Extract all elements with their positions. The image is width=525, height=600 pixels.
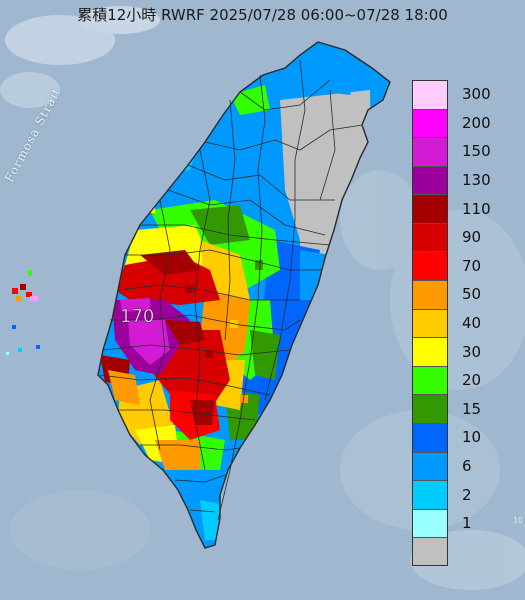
legend-label: 20: [462, 371, 482, 390]
legend-swatch: [412, 451, 448, 481]
legend-label: 300: [462, 85, 491, 104]
legend-label: 10: [462, 428, 482, 447]
legend-swatch: [412, 422, 448, 452]
legend-swatch: [412, 508, 448, 538]
legend-swatch: [412, 365, 448, 395]
legend-swatch: [412, 137, 448, 166]
legend-swatch: [412, 251, 448, 281]
legend-label: 130: [462, 171, 491, 190]
map-contour-label: 170: [120, 306, 154, 327]
corner-mark: 10: [512, 516, 523, 525]
legend-swatch: [412, 165, 448, 195]
legend-swatch: [412, 280, 448, 309]
legend-label: 40: [462, 314, 482, 332]
map-title: 累積12小時 RWRF 2025/07/28 06:00~07/28 18:00: [77, 6, 448, 24]
legend-label: 110: [462, 199, 491, 218]
legend-swatch: [412, 194, 448, 223]
legend-swatch: [412, 308, 448, 338]
legend-swatch: [412, 80, 448, 109]
offshore-rain-specks: [6, 270, 40, 355]
legend-swatch: [412, 537, 448, 566]
legend-swatch: [412, 337, 448, 366]
legend-color-bar: [412, 80, 448, 566]
legend-swatch: [412, 394, 448, 423]
legend-label: 70: [462, 256, 482, 275]
admin-boundaries: [99, 59, 363, 521]
legend-label: 90: [462, 228, 482, 247]
legend-label: 1: [462, 514, 472, 533]
legend-label: 15: [462, 399, 482, 418]
legend-label: 150: [462, 142, 491, 161]
legend-swatch: [412, 108, 448, 138]
legend-swatch: [412, 480, 448, 509]
legend-swatch: [412, 222, 448, 252]
legend-label: 200: [462, 113, 491, 132]
legend-label: 6: [462, 456, 472, 475]
legend-label: 50: [462, 285, 482, 304]
legend-label: 30: [462, 342, 482, 361]
legend-label: 2: [462, 485, 472, 504]
